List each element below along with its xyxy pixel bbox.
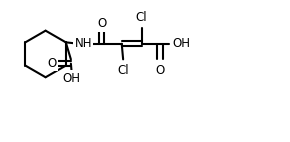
Text: NH: NH <box>75 37 92 50</box>
Text: Cl: Cl <box>136 11 147 24</box>
Text: OH: OH <box>173 37 191 50</box>
Text: O: O <box>47 57 57 70</box>
Text: OH: OH <box>62 72 80 85</box>
Text: O: O <box>97 17 106 30</box>
Text: O: O <box>155 64 165 77</box>
Text: Cl: Cl <box>117 64 129 77</box>
